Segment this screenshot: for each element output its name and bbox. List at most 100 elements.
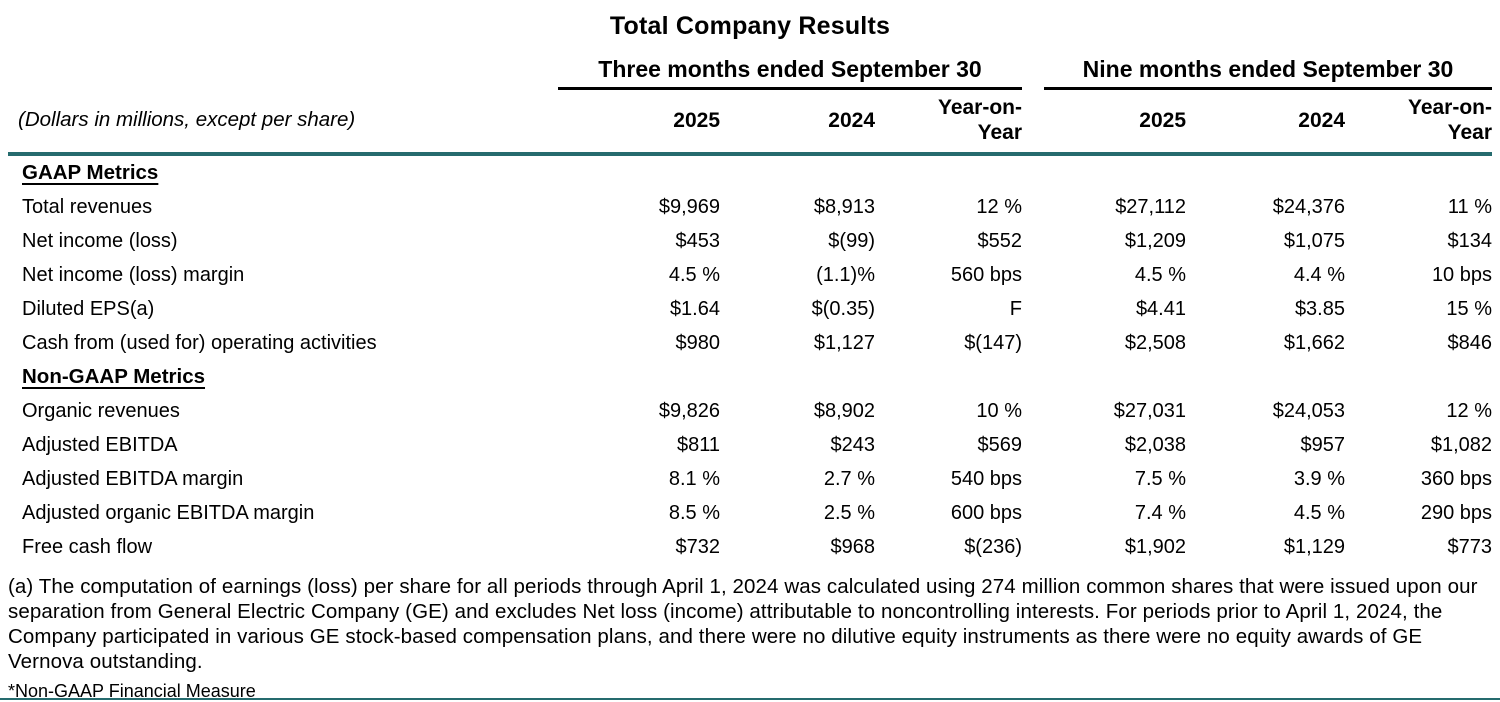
col-header-9m-2025: 2025 [1044, 88, 1186, 156]
column-gap [1022, 394, 1044, 428]
col-header-9m-yoy: Year-on-Year [1345, 88, 1492, 156]
units-note: (Dollars in millions, except per share) [8, 88, 558, 156]
cell-9m-2024: $957 [1300, 433, 1346, 456]
cell-3m-2025: $732 [675, 535, 721, 558]
group-header-spacer [8, 47, 558, 89]
cell-3m-2024: $8,913 [813, 195, 875, 218]
column-gap [1022, 88, 1044, 156]
column-gap [1022, 47, 1044, 89]
cell-3m-2024: $243 [830, 433, 876, 456]
table-row-cash-from-operating: Cash from (used for) operating activitie… [8, 326, 1492, 360]
col-header-3m-2024: 2024 [720, 88, 875, 156]
cell-9m-2025: $27,112 [1115, 195, 1186, 218]
cell-9m-2025: 4.5 % [1134, 263, 1186, 286]
cell-9m-2025: $2,508 [1124, 331, 1186, 354]
table-row-net-income: Net income (loss) $453 $(99) $552 $1,209… [8, 224, 1492, 258]
table-row-free-cash-flow: Free cash flow $732 $968 $(236) $1,902 $… [8, 530, 1492, 564]
cell-3m-2024: 2.7 % [823, 467, 875, 490]
column-header-row: (Dollars in millions, except per share) … [8, 88, 1492, 156]
results-table: Three months ended September 30 Nine mon… [8, 47, 1492, 564]
col-header-3m-yoy: Year-on-Year [875, 88, 1022, 156]
cell-9m-2024: 4.5 % [1293, 501, 1345, 524]
non-gaap-measure-note: *Non-GAAP Financial Measure [8, 681, 256, 701]
cell-3m-2025: $453 [675, 229, 721, 252]
cell-3m-2024: $(0.35) [811, 297, 875, 320]
cell-3m-2024: $968 [830, 535, 876, 558]
group-header-three-months: Three months ended September 30 [558, 47, 1022, 90]
column-gap [1022, 258, 1044, 292]
row-label: Total revenues [22, 195, 153, 218]
cell-9m-2025: $2,038 [1124, 433, 1186, 456]
column-gap [1022, 190, 1044, 224]
section-heading-label: GAAP Metrics [22, 161, 159, 184]
cell-3m-yoy: 560 bps [950, 263, 1022, 286]
table-row-total-revenues: Total revenues $9,969 $8,913 12 % $27,11… [8, 190, 1492, 224]
cell-9m-2024: $24,376 [1272, 195, 1345, 218]
column-gap [1022, 224, 1044, 258]
cell-9m-2024: $1,075 [1283, 229, 1345, 252]
table-row-adjusted-organic-ebitda-margin: Adjusted organic EBITDA margin 8.5 % 2.5… [8, 496, 1492, 530]
cell-3m-yoy: $(147) [964, 331, 1022, 354]
table-body: GAAP Metrics Total revenues $9,969 $8,91… [8, 154, 1492, 564]
cell-9m-yoy: 15 % [1446, 297, 1492, 320]
cell-3m-2024: (1.1)% [816, 263, 875, 286]
cell-9m-2024: $1,662 [1283, 331, 1345, 354]
cell-9m-yoy: 11 % [1447, 195, 1492, 218]
col-header-9m-2024: 2024 [1186, 88, 1345, 156]
cell-9m-2025: $1,902 [1124, 535, 1186, 558]
row-label: Organic revenues [22, 399, 180, 422]
col-header-9m-yoy-label: Year-on-Year [1407, 96, 1492, 144]
column-gap [1022, 326, 1044, 360]
cell-3m-2024: $(99) [828, 229, 875, 252]
cell-9m-yoy: 360 bps [1420, 467, 1492, 490]
cell-3m-2025: $9,969 [658, 195, 720, 218]
cell-9m-2024: $1,129 [1283, 535, 1345, 558]
cell-3m-yoy: $(236) [964, 535, 1022, 558]
cell-9m-2024: 3.9 % [1293, 467, 1345, 490]
cell-3m-2025: 8.5 % [668, 501, 720, 524]
table-row-diluted-eps: Diluted EPS(a) $1.64 $(0.35) F $4.41 $3.… [8, 292, 1492, 326]
cell-9m-yoy: $134 [1447, 229, 1493, 252]
column-gap [1022, 292, 1044, 326]
cell-9m-2025: 7.4 % [1134, 501, 1186, 524]
table-row-adjusted-ebitda: Adjusted EBITDA $811 $243 $569 $2,038 $9… [8, 428, 1492, 462]
row-label: Cash from (used for) operating activitie… [22, 331, 377, 354]
section-heading-non-gaap: Non-GAAP Metrics [8, 360, 1492, 394]
row-label: Diluted EPS(a) [22, 297, 155, 320]
section-heading-label: Non-GAAP Metrics [22, 365, 206, 388]
cell-9m-2025: 7.5 % [1134, 467, 1186, 490]
table-row-organic-revenues: Organic revenues $9,826 $8,902 10 % $27,… [8, 394, 1492, 428]
cell-9m-2025: $4.41 [1135, 297, 1186, 320]
cell-9m-yoy: 10 bps [1431, 263, 1492, 286]
bottom-divider [0, 698, 1500, 700]
cell-9m-2025: $27,031 [1113, 399, 1186, 422]
cell-3m-2025: 8.1 % [668, 467, 720, 490]
row-label: Free cash flow [22, 535, 153, 558]
cell-9m-yoy: $773 [1447, 535, 1493, 558]
cell-9m-2024: 4.4 % [1293, 263, 1345, 286]
column-gap [1022, 530, 1044, 564]
row-label: Net income (loss) [22, 229, 178, 252]
cell-3m-2025: 4.5 % [668, 263, 720, 286]
cell-3m-yoy: $569 [977, 433, 1023, 456]
cell-9m-2025: $1,209 [1124, 229, 1186, 252]
table-header: Three months ended September 30 Nine mon… [8, 47, 1492, 156]
period-group-header-row: Three months ended September 30 Nine mon… [8, 47, 1492, 90]
footnote-a: (a) The computation of earnings (loss) p… [8, 575, 1478, 673]
cell-3m-2024: $1,127 [813, 331, 875, 354]
col-header-3m-yoy-label: Year-on-Year [937, 96, 1022, 144]
cell-3m-yoy: 600 bps [950, 501, 1022, 524]
cell-3m-yoy: F [1009, 297, 1022, 320]
cell-9m-yoy: 12 % [1446, 399, 1492, 422]
cell-3m-2025: $1.64 [669, 297, 720, 320]
cell-3m-2025: $980 [675, 331, 721, 354]
cell-3m-2024: 2.5 % [823, 501, 875, 524]
section-heading-gaap: GAAP Metrics [8, 154, 1492, 190]
row-label: Adjusted organic EBITDA margin [22, 501, 315, 524]
cell-9m-yoy: 290 bps [1420, 501, 1492, 524]
col-header-3m-2025: 2025 [558, 88, 720, 156]
row-label: Net income (loss) margin [22, 263, 245, 286]
row-label: Adjusted EBITDA margin [22, 467, 244, 490]
cell-9m-2024: $24,053 [1272, 399, 1345, 422]
